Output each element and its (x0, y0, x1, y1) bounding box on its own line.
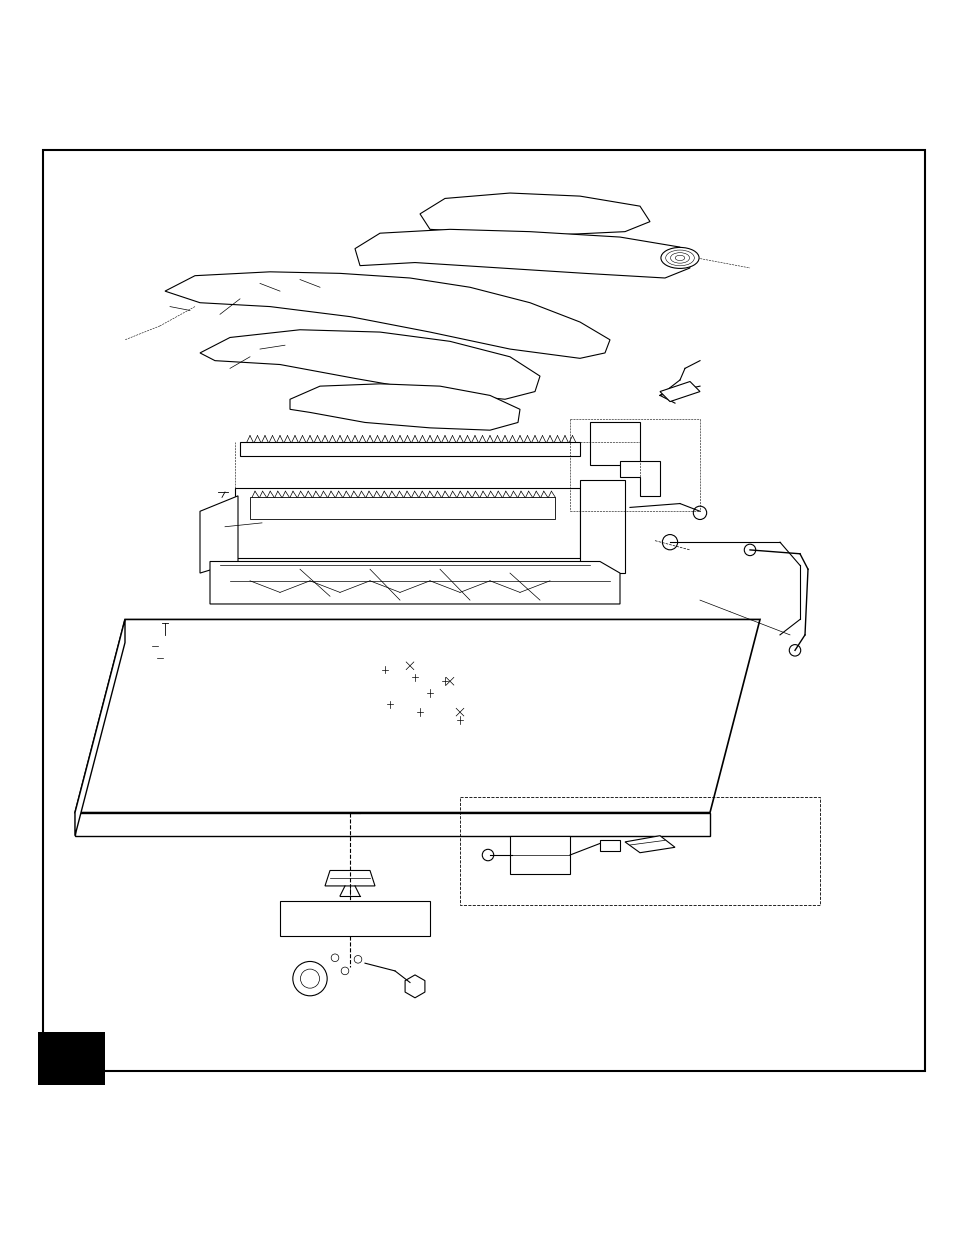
Circle shape (743, 545, 755, 556)
Polygon shape (579, 480, 624, 573)
Circle shape (596, 522, 603, 531)
Polygon shape (280, 902, 430, 936)
Circle shape (596, 504, 603, 511)
Circle shape (300, 969, 319, 988)
Polygon shape (75, 620, 760, 813)
Polygon shape (419, 193, 649, 235)
Polygon shape (624, 836, 675, 852)
Polygon shape (165, 272, 609, 358)
Circle shape (331, 953, 338, 962)
Polygon shape (200, 330, 539, 399)
Polygon shape (510, 836, 569, 874)
Polygon shape (250, 498, 555, 519)
Polygon shape (200, 495, 237, 573)
Circle shape (693, 506, 706, 520)
Circle shape (596, 559, 603, 568)
Circle shape (439, 677, 449, 685)
Polygon shape (619, 461, 659, 495)
Circle shape (425, 688, 435, 698)
Polygon shape (599, 840, 619, 851)
Circle shape (415, 708, 424, 716)
Circle shape (293, 962, 327, 995)
Circle shape (156, 655, 164, 662)
Circle shape (661, 535, 677, 550)
Polygon shape (75, 620, 125, 836)
Circle shape (259, 520, 265, 526)
Circle shape (380, 664, 390, 674)
Polygon shape (210, 562, 619, 604)
Circle shape (482, 850, 494, 861)
Polygon shape (589, 422, 639, 464)
Polygon shape (659, 382, 700, 401)
Polygon shape (75, 813, 709, 836)
Circle shape (455, 715, 464, 725)
Circle shape (392, 909, 407, 925)
Circle shape (410, 673, 419, 682)
Circle shape (788, 645, 800, 656)
Circle shape (151, 642, 158, 651)
Circle shape (302, 909, 317, 925)
Circle shape (596, 542, 603, 550)
Polygon shape (355, 230, 689, 278)
Bar (38, 1032, 105, 1086)
Circle shape (354, 956, 361, 963)
Polygon shape (290, 384, 519, 430)
Polygon shape (325, 871, 375, 885)
Ellipse shape (660, 247, 699, 268)
Circle shape (341, 967, 349, 974)
Circle shape (385, 700, 395, 709)
Polygon shape (234, 488, 579, 558)
Polygon shape (240, 442, 579, 456)
Circle shape (640, 480, 648, 488)
